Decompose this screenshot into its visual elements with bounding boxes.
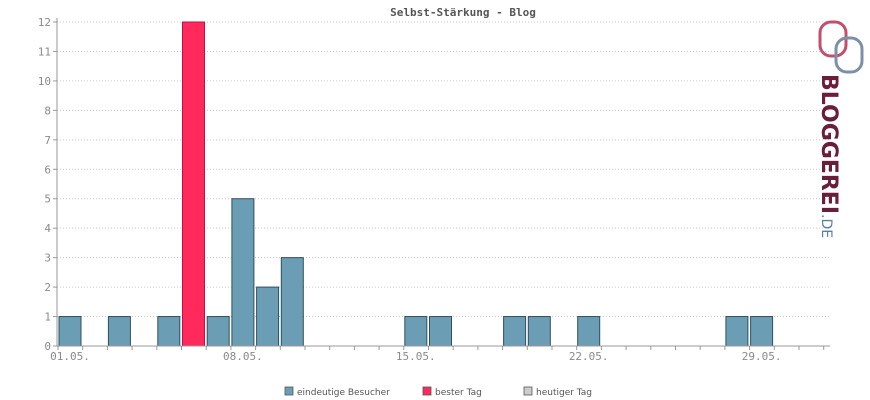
bloggerei-logo: BLOGGEREI.DE (816, 20, 864, 238)
y-tick-label: 6 (44, 163, 51, 176)
bar (750, 316, 774, 347)
y-tick-label: 4 (44, 222, 51, 235)
y-tick-label: 0 (44, 340, 51, 353)
bar (404, 316, 428, 347)
x-tick-label: 01.05. (50, 350, 90, 363)
y-tick-label: 12 (38, 16, 51, 29)
legend-swatch (523, 386, 533, 396)
y-tick-label: 7 (44, 134, 51, 147)
y-tick-label: 5 (44, 193, 51, 206)
chat-bubbles-icon (818, 20, 864, 74)
axes (56, 18, 830, 347)
x-axis-ticks: 01.05. 08.05. 15.05. 22.05. 29.05. (50, 346, 825, 363)
bar (280, 257, 304, 347)
legend-item: bester Tag (422, 386, 482, 398)
bar (577, 316, 601, 347)
legend-item: eindeutige Besucher (284, 386, 390, 398)
x-tick-label: 22.05. (569, 350, 609, 363)
legend: eindeutige Besucher bester Tag heutiger Ta… (284, 386, 592, 398)
legend-label: eindeutige Besucher (297, 388, 390, 398)
legend-label: heutiger Tag (536, 388, 592, 398)
y-tick-label: 8 (44, 104, 51, 117)
x-tick-label: 15.05. (396, 350, 436, 363)
bar (503, 316, 527, 347)
legend-label: bester Tag (435, 388, 482, 398)
bar (157, 316, 181, 347)
y-tick-label: 1 (44, 311, 51, 324)
legend-item: heutiger Tag (523, 386, 592, 398)
bars (58, 21, 774, 347)
y-tick-label: 11 (38, 45, 51, 58)
bar (58, 316, 82, 347)
chart-title: Selbst-Stärkung - Blog (390, 6, 536, 19)
bar (429, 316, 452, 347)
bar (107, 316, 131, 347)
x-tick-label: 29.05. (742, 350, 782, 363)
y-tick-label: 10 (38, 75, 51, 88)
bar (725, 316, 749, 347)
bar (231, 198, 255, 347)
logo-text-main: BLOGGEREI (816, 74, 841, 214)
bar (256, 286, 280, 347)
legend-swatch (284, 386, 294, 396)
bar (527, 316, 551, 347)
grid-lines (57, 21, 830, 318)
bar-best-day (182, 21, 205, 347)
y-tick-label: 2 (44, 281, 51, 294)
bar (206, 316, 230, 347)
svg-text:BLOGGEREI.DE: BLOGGEREI.DE (816, 74, 841, 238)
legend-swatch (422, 386, 432, 396)
x-tick-label: 08.05. (223, 350, 263, 363)
logo-text-suffix: .DE (818, 214, 834, 238)
y-tick-label: 3 (44, 252, 51, 265)
